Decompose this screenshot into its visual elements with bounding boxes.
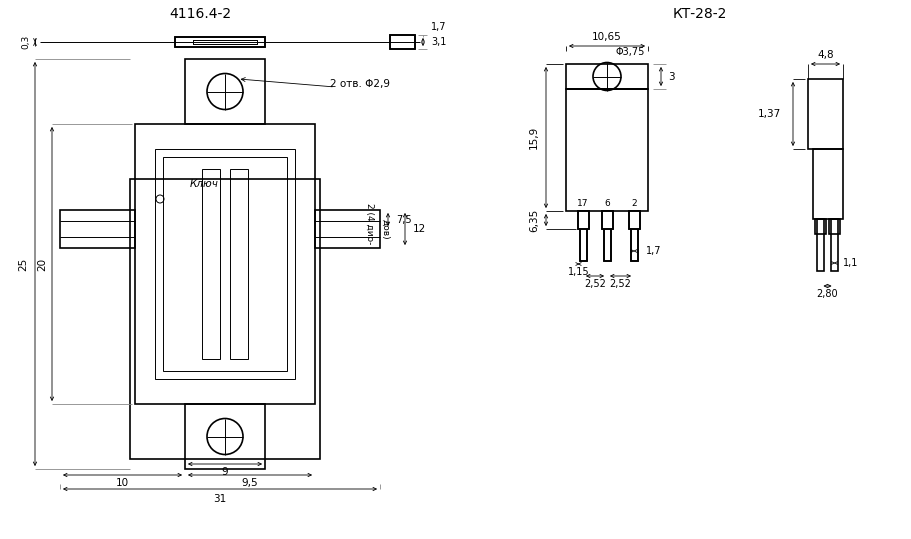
Bar bbox=[630, 211, 638, 261]
Text: Φ3,75: Φ3,75 bbox=[615, 47, 644, 58]
Text: 0,3: 0,3 bbox=[22, 35, 30, 49]
Bar bbox=[578, 211, 589, 229]
Bar bbox=[175, 37, 265, 47]
Bar bbox=[315, 210, 380, 248]
Text: 17: 17 bbox=[578, 198, 589, 208]
Bar bbox=[817, 219, 824, 271]
Text: 1,7: 1,7 bbox=[431, 22, 446, 32]
Text: 3,1: 3,1 bbox=[431, 37, 446, 47]
Bar bbox=[60, 210, 135, 248]
Text: 4116.4-2: 4116.4-2 bbox=[169, 7, 231, 21]
Bar bbox=[155, 149, 295, 379]
Bar bbox=[135, 124, 315, 404]
Bar bbox=[815, 219, 826, 234]
Bar bbox=[193, 40, 257, 44]
Bar bbox=[390, 35, 415, 49]
Bar bbox=[831, 219, 838, 271]
Text: 10: 10 bbox=[116, 478, 129, 488]
Text: 9: 9 bbox=[221, 467, 229, 477]
Bar bbox=[813, 149, 843, 219]
Text: 10,65: 10,65 bbox=[592, 32, 622, 42]
Text: 2,52: 2,52 bbox=[584, 279, 606, 289]
Bar bbox=[603, 211, 610, 261]
Bar bbox=[808, 79, 843, 149]
Bar bbox=[202, 169, 220, 359]
Text: 25: 25 bbox=[18, 258, 28, 271]
Text: КТ-28-2: КТ-28-2 bbox=[673, 7, 727, 21]
Bar bbox=[390, 35, 415, 49]
Text: дов): дов) bbox=[381, 219, 390, 239]
Text: 31: 31 bbox=[213, 494, 227, 504]
Bar bbox=[629, 211, 640, 229]
Text: 1,15: 1,15 bbox=[568, 267, 589, 277]
Bar bbox=[603, 211, 610, 261]
Bar bbox=[185, 59, 265, 124]
Text: 3: 3 bbox=[668, 72, 675, 81]
Text: 1,37: 1,37 bbox=[758, 109, 781, 119]
Text: Ключ: Ключ bbox=[190, 179, 219, 189]
Text: 2: 2 bbox=[631, 198, 637, 208]
Bar bbox=[629, 211, 640, 229]
Text: 2 отв. Φ2,9: 2 отв. Φ2,9 bbox=[330, 79, 390, 89]
Text: 12: 12 bbox=[413, 224, 426, 234]
Bar bbox=[601, 211, 612, 229]
Bar bbox=[578, 211, 589, 229]
Text: 15,9: 15,9 bbox=[529, 126, 539, 149]
Bar bbox=[566, 89, 648, 211]
Text: 1,1: 1,1 bbox=[843, 258, 858, 268]
Bar bbox=[579, 211, 587, 261]
Text: 2,80: 2,80 bbox=[816, 289, 838, 299]
Text: 7,5: 7,5 bbox=[396, 215, 412, 225]
Text: 4,8: 4,8 bbox=[817, 50, 834, 60]
Text: 2 (4 дио-: 2 (4 дио- bbox=[365, 203, 374, 245]
Bar bbox=[829, 219, 840, 234]
Text: 6: 6 bbox=[604, 198, 609, 208]
Text: 9,5: 9,5 bbox=[241, 478, 259, 488]
Bar bbox=[185, 404, 265, 469]
Text: 6,35: 6,35 bbox=[529, 209, 539, 232]
Text: 20: 20 bbox=[37, 258, 47, 271]
Bar bbox=[601, 211, 612, 229]
Text: 1,7: 1,7 bbox=[646, 246, 661, 256]
Text: 2,52: 2,52 bbox=[609, 279, 631, 289]
Bar bbox=[630, 211, 638, 261]
Bar bbox=[566, 64, 648, 89]
Bar bbox=[230, 169, 248, 359]
Bar bbox=[193, 40, 257, 44]
Bar bbox=[579, 211, 587, 261]
Bar bbox=[175, 37, 265, 47]
Bar bbox=[163, 157, 287, 371]
Bar bbox=[130, 179, 320, 459]
